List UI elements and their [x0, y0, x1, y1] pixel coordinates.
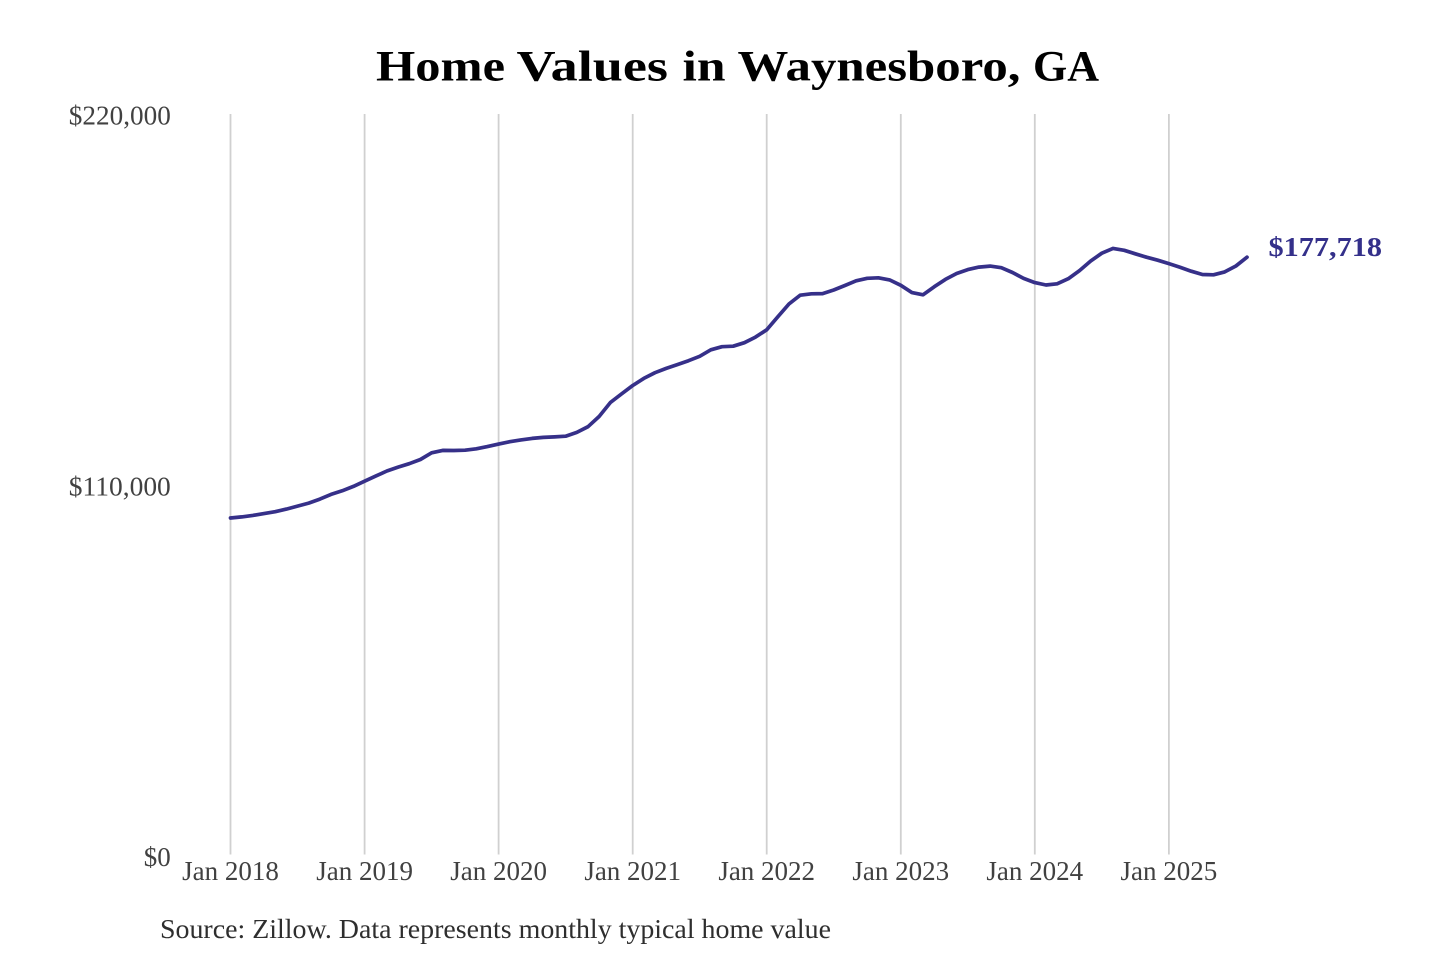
- svg-text:Source: Zillow. Data represent: Source: Zillow. Data represents monthly …: [160, 914, 831, 944]
- svg-text:Jan 2018: Jan 2018: [182, 856, 279, 886]
- svg-text:$110,000: $110,000: [69, 471, 171, 501]
- svg-text:Jan 2020: Jan 2020: [450, 856, 547, 886]
- svg-text:Jan 2021: Jan 2021: [584, 856, 681, 886]
- svg-text:$177,718: $177,718: [1269, 232, 1383, 262]
- svg-text:GA: GA: [1033, 44, 1099, 91]
- svg-text:$220,000: $220,000: [69, 101, 171, 131]
- svg-text:Jan 2022: Jan 2022: [718, 856, 815, 886]
- svg-text:Jan 2024: Jan 2024: [986, 856, 1083, 886]
- svg-text:Waynesboro,: Waynesboro,: [738, 44, 1021, 91]
- svg-text:Jan 2019: Jan 2019: [316, 856, 413, 886]
- svg-text:$0: $0: [144, 842, 171, 872]
- svg-text:Jan 2025: Jan 2025: [1121, 856, 1218, 886]
- svg-text:Jan 2023: Jan 2023: [852, 856, 949, 886]
- svg-text:in: in: [683, 44, 726, 91]
- svg-text:Home: Home: [376, 44, 505, 91]
- svg-text:Values: Values: [517, 44, 669, 91]
